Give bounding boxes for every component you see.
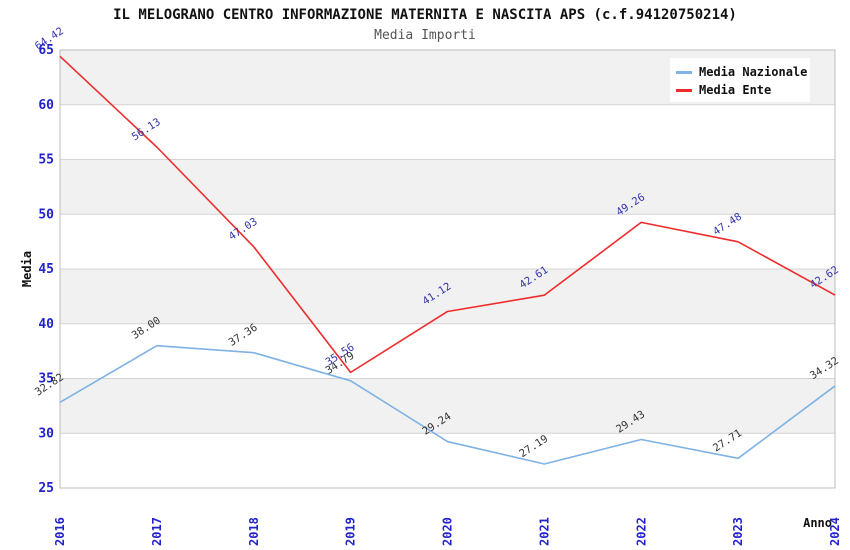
series-line-media-ente: [59, 55, 836, 374]
series-line-media-nazionale: [59, 344, 836, 465]
x-tick-label-2020: 2020: [441, 517, 455, 546]
y-tick-label: 40: [38, 317, 54, 332]
y-tick-label: 30: [38, 426, 54, 441]
legend-label-media-ente: Media Ente: [699, 83, 772, 97]
x-tick-label-2024: 2024: [828, 517, 842, 546]
legend-entry-media-ente: Media Ente: [676, 82, 810, 98]
y-tick-label: 45: [38, 262, 54, 277]
y-tick-label: 65: [38, 43, 54, 58]
y-axis-title: Media: [20, 251, 34, 287]
y-tick-label: 25: [38, 481, 54, 496]
chart-subtitle: Media Importi: [374, 28, 476, 43]
legend: Media Nazionale Media Ente: [670, 58, 810, 102]
x-tick-label-2016: 2016: [53, 517, 67, 546]
data-label: 27.19: [517, 433, 550, 460]
data-label: 56.13: [130, 116, 163, 143]
plot-border: [59, 49, 836, 489]
chart-title: IL MELOGRANO CENTRO INFORMAZIONE MATERNI…: [113, 7, 737, 23]
plot-band: [60, 269, 835, 324]
x-tick-label-2017: 2017: [150, 517, 164, 546]
x-tick-label-2023: 2023: [731, 517, 745, 546]
data-label: 34.32: [808, 355, 841, 382]
y-tick-label: 55: [38, 153, 54, 168]
x-tick-label-2019: 2019: [344, 517, 358, 546]
y-tick-label: 35: [38, 372, 54, 387]
y-tick-label: 60: [38, 98, 54, 113]
x-tick-label-2022: 2022: [634, 517, 648, 546]
legend-swatch-media-nazionale: [676, 70, 692, 74]
x-tick-label-2018: 2018: [247, 517, 261, 546]
y-tick-label: 50: [38, 207, 54, 222]
legend-label-media-nazionale: Media Nazionale: [699, 65, 808, 79]
data-label: 47.03: [227, 216, 260, 243]
data-label: 47.48: [711, 211, 744, 238]
legend-swatch-media-ente: [676, 88, 692, 92]
x-tick-label-2021: 2021: [537, 517, 551, 546]
legend-entry-media-nazionale: Media Nazionale: [676, 64, 810, 80]
plot-band: [60, 159, 835, 215]
plot-band: [60, 378, 835, 434]
x-axis-title: Anno: [803, 516, 832, 530]
data-label: 37.36: [227, 322, 260, 349]
